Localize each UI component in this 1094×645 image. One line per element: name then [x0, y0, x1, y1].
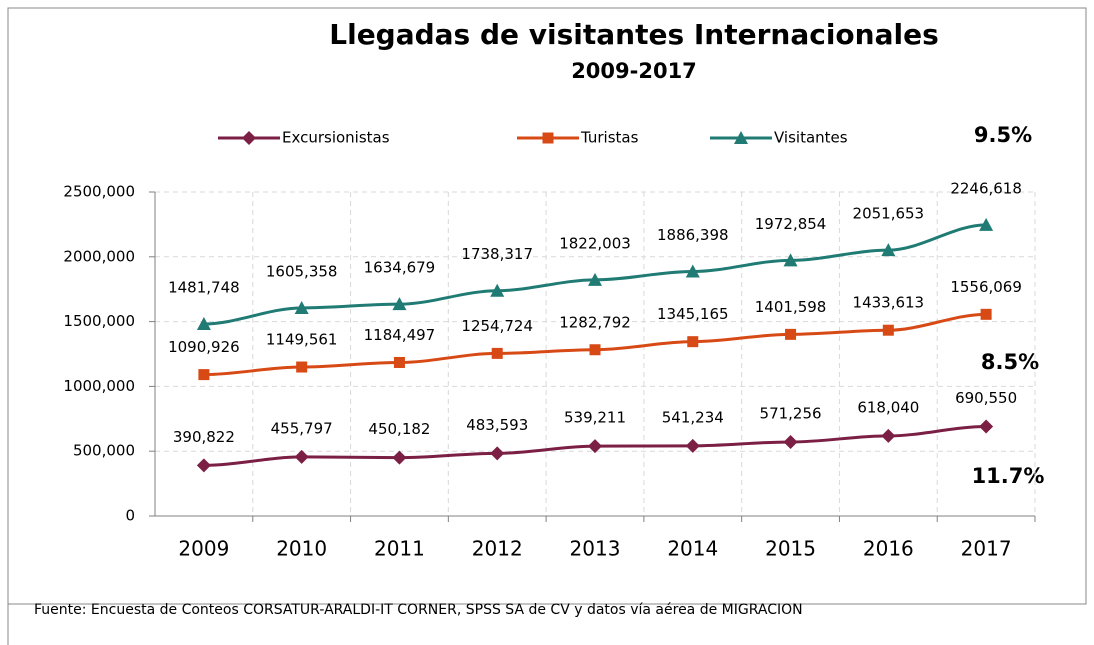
data-label: 539,211	[564, 409, 626, 427]
data-label: 1886,398	[657, 226, 729, 244]
data-point	[490, 446, 505, 461]
y-tick-label: 1000,000	[63, 377, 135, 395]
data-label: 571,256	[760, 404, 822, 422]
data-point	[687, 336, 699, 348]
y-tick-label: 1500,000	[63, 312, 135, 330]
data-label: 483,593	[466, 416, 528, 434]
data-point	[881, 428, 896, 443]
y-tick-label: 2500,000	[63, 183, 135, 201]
legend-marker	[542, 132, 554, 144]
x-tick-label: 2013	[570, 537, 621, 561]
data-label: 1345,165	[657, 305, 729, 323]
data-label: 1433,613	[853, 294, 925, 312]
data-label: 455,797	[271, 419, 333, 437]
data-point	[881, 243, 896, 257]
x-tick-label: 2012	[472, 537, 523, 561]
data-point	[979, 217, 994, 231]
data-label: 450,182	[368, 420, 430, 438]
data-point	[491, 347, 503, 359]
data-point	[196, 458, 211, 473]
data-point	[783, 253, 798, 267]
data-point	[296, 361, 308, 373]
data-point	[198, 369, 210, 381]
data-label: 1090,926	[168, 338, 240, 356]
annotation: 8.5%	[981, 350, 1039, 374]
data-point	[294, 300, 309, 314]
source-note: Fuente: Encuesta de Conteos CORSATUR-ARA…	[34, 602, 803, 618]
legend-marker	[734, 131, 748, 144]
data-point	[588, 272, 602, 286]
x-tick-label: 2010	[276, 537, 327, 561]
data-label: 541,234	[662, 408, 724, 426]
x-tick-label: 2009	[178, 537, 229, 561]
data-point	[392, 450, 407, 465]
y-tick-label: 0	[125, 507, 135, 525]
legend-marker	[242, 131, 256, 145]
annotation: 11.7%	[972, 464, 1045, 488]
y-tick-label: 500,000	[73, 442, 135, 460]
data-point	[785, 328, 797, 340]
data-label: 2246,618	[950, 179, 1022, 197]
chart-subtitle: 2009-2017	[571, 59, 697, 83]
legend-label: Visitantes	[774, 129, 848, 147]
data-label: 1738,317	[461, 245, 533, 263]
data-label: 1972,854	[755, 215, 827, 233]
legend-label: Turistas	[580, 129, 639, 147]
data-point	[588, 439, 602, 454]
data-point	[783, 434, 798, 449]
data-label: 1481,748	[168, 278, 240, 296]
x-tick-label: 2011	[374, 537, 425, 561]
x-tick-label: 2017	[961, 537, 1012, 561]
chart-frame	[7, 7, 1087, 605]
data-point	[589, 344, 601, 356]
data-point	[196, 316, 211, 330]
data-label: 690,550	[955, 389, 1017, 407]
data-label: 1401,598	[755, 298, 827, 316]
x-tick-label: 2014	[667, 537, 718, 561]
data-label: 1556,069	[950, 278, 1022, 296]
data-label: 1149,561	[266, 331, 338, 349]
chart-title: Llegadas de visitantes Internacionales	[329, 18, 939, 51]
data-point	[490, 283, 505, 297]
data-label: 1605,358	[266, 262, 338, 280]
data-point	[980, 308, 992, 320]
data-label: 618,040	[857, 398, 919, 416]
data-label: 1822,003	[559, 234, 631, 252]
data-label: 1254,724	[461, 317, 533, 335]
data-point	[685, 438, 700, 453]
data-point	[979, 419, 994, 434]
data-point	[294, 449, 309, 464]
data-label: 1634,679	[364, 259, 436, 277]
data-label: 2051,653	[853, 205, 925, 223]
annotation: 9.5%	[974, 123, 1032, 147]
data-point	[393, 356, 405, 368]
x-tick-label: 2016	[863, 537, 914, 561]
data-label: 390,822	[173, 428, 235, 446]
x-tick-label: 2015	[765, 537, 816, 561]
data-point	[392, 297, 407, 311]
y-tick-label: 2000,000	[63, 247, 135, 265]
data-point	[882, 324, 894, 336]
legend-label: Excursionistas	[282, 129, 390, 147]
data-point	[685, 264, 700, 278]
data-label: 1282,792	[559, 313, 631, 331]
data-label: 1184,497	[364, 326, 436, 344]
